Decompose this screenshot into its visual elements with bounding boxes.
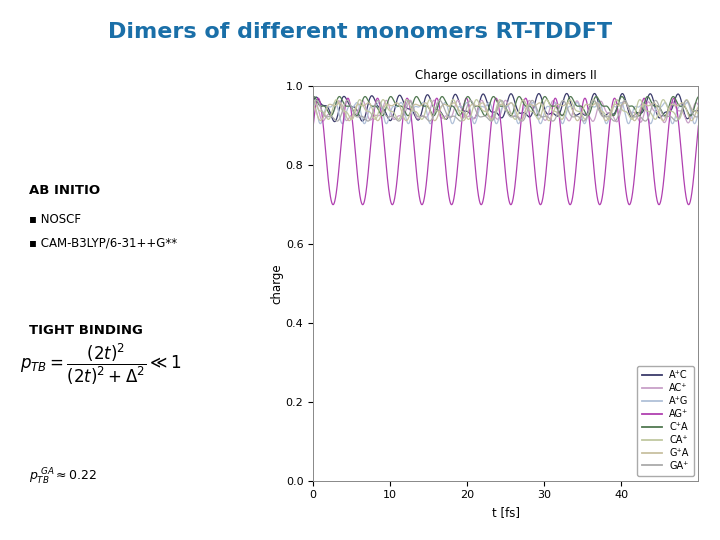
Line: CA⁺: CA⁺ bbox=[313, 99, 698, 119]
GA⁺ bbox=[379, 107, 387, 113]
A⁺C bbox=[540, 105, 549, 111]
AC⁺ bbox=[684, 120, 693, 126]
Text: TIGHT BINDING: TIGHT BINDING bbox=[29, 324, 143, 337]
AG⁺ bbox=[456, 133, 464, 139]
CA⁺ bbox=[596, 108, 605, 114]
AC⁺ bbox=[559, 111, 568, 118]
Line: AC⁺: AC⁺ bbox=[313, 100, 698, 123]
A⁺G bbox=[596, 101, 605, 107]
GA⁺ bbox=[559, 98, 568, 104]
AC⁺ bbox=[379, 104, 387, 110]
Title: Charge oscillations in dimers II: Charge oscillations in dimers II bbox=[415, 70, 597, 83]
G⁺A bbox=[379, 106, 387, 112]
C⁺A bbox=[694, 93, 703, 100]
GA⁺ bbox=[694, 113, 703, 120]
A⁺G bbox=[540, 110, 549, 116]
A⁺G bbox=[353, 99, 361, 106]
AG⁺ bbox=[596, 200, 605, 207]
A⁺G bbox=[690, 120, 699, 127]
AG⁺ bbox=[507, 201, 516, 208]
G⁺A bbox=[456, 113, 465, 120]
GA⁺ bbox=[456, 118, 465, 124]
AG⁺ bbox=[694, 123, 703, 129]
CA⁺ bbox=[309, 97, 318, 103]
C⁺A bbox=[596, 100, 605, 107]
G⁺A bbox=[345, 117, 354, 124]
C⁺A bbox=[335, 93, 343, 100]
C⁺A bbox=[379, 112, 387, 118]
A⁺G bbox=[626, 118, 634, 125]
AG⁺ bbox=[309, 123, 318, 129]
C⁺A bbox=[626, 103, 634, 110]
A⁺G bbox=[379, 112, 387, 118]
AC⁺ bbox=[456, 102, 465, 109]
Text: AB INITIO: AB INITIO bbox=[29, 184, 100, 197]
Y-axis label: charge: charge bbox=[270, 263, 283, 304]
G⁺A bbox=[540, 108, 549, 114]
AG⁺ bbox=[559, 160, 568, 167]
A⁺C bbox=[309, 99, 318, 105]
A⁺G bbox=[309, 99, 318, 106]
CA⁺ bbox=[379, 97, 387, 103]
AC⁺ bbox=[454, 97, 462, 104]
CA⁺ bbox=[694, 111, 703, 118]
CA⁺ bbox=[456, 108, 464, 114]
AC⁺ bbox=[626, 108, 634, 114]
A⁺C bbox=[626, 112, 634, 119]
GA⁺ bbox=[309, 103, 318, 109]
GA⁺ bbox=[596, 111, 605, 118]
CA⁺ bbox=[559, 113, 568, 120]
GA⁺ bbox=[374, 97, 382, 104]
C⁺A bbox=[309, 93, 318, 100]
A⁺C bbox=[596, 108, 605, 114]
AG⁺ bbox=[540, 185, 549, 192]
CA⁺ bbox=[464, 116, 473, 123]
Text: ▪ CAM-B3LYP/6-31++G**: ▪ CAM-B3LYP/6-31++G** bbox=[29, 237, 177, 249]
G⁺A bbox=[559, 102, 568, 109]
AG⁺ bbox=[670, 95, 678, 102]
AG⁺ bbox=[626, 201, 634, 207]
Text: $p_{TB}^{\ GA} \approx 0.22$: $p_{TB}^{\ GA} \approx 0.22$ bbox=[29, 467, 96, 487]
G⁺A bbox=[621, 99, 629, 106]
A⁺C bbox=[562, 90, 571, 97]
Text: $p_{TB} = \dfrac{(2t)^2}{(2t)^2 + \Delta^2} \ll 1$: $p_{TB} = \dfrac{(2t)^2}{(2t)^2 + \Delta… bbox=[20, 341, 182, 387]
Text: Dimers of different monomers RT-TDDFT: Dimers of different monomers RT-TDDFT bbox=[108, 22, 612, 42]
Line: GA⁺: GA⁺ bbox=[313, 100, 698, 121]
G⁺A bbox=[694, 103, 703, 110]
A⁺C bbox=[330, 118, 339, 125]
GA⁺ bbox=[540, 113, 549, 120]
Line: G⁺A: G⁺A bbox=[313, 103, 698, 120]
A⁺C bbox=[379, 105, 387, 112]
AG⁺ bbox=[379, 129, 387, 136]
A⁺G bbox=[694, 110, 703, 116]
GA⁺ bbox=[626, 107, 634, 114]
CA⁺ bbox=[540, 100, 549, 106]
A⁺C bbox=[694, 107, 703, 113]
AC⁺ bbox=[596, 98, 605, 104]
C⁺A bbox=[456, 112, 465, 118]
A⁺G bbox=[559, 119, 568, 125]
G⁺A bbox=[596, 106, 605, 112]
A⁺C bbox=[456, 103, 465, 109]
G⁺A bbox=[626, 109, 634, 115]
Line: C⁺A: C⁺A bbox=[313, 97, 698, 116]
AC⁺ bbox=[309, 100, 318, 106]
A⁺G bbox=[456, 103, 465, 110]
AC⁺ bbox=[540, 117, 549, 123]
CA⁺ bbox=[495, 96, 504, 103]
AC⁺ bbox=[694, 102, 703, 109]
Line: A⁺C: A⁺C bbox=[313, 93, 698, 122]
Line: A⁺G: A⁺G bbox=[313, 103, 698, 124]
GA⁺ bbox=[364, 118, 372, 124]
Legend: A⁺C, AC⁺, A⁺G, AG⁺, C⁺A, CA⁺, G⁺A, GA⁺: A⁺C, AC⁺, A⁺G, AG⁺, C⁺A, CA⁺, G⁺A, GA⁺ bbox=[637, 366, 693, 476]
C⁺A bbox=[540, 93, 549, 100]
CA⁺ bbox=[626, 114, 634, 120]
Text: ▪ NOSCF: ▪ NOSCF bbox=[29, 213, 81, 226]
Line: AG⁺: AG⁺ bbox=[313, 98, 698, 205]
C⁺A bbox=[609, 112, 618, 119]
A⁺C bbox=[559, 96, 568, 103]
G⁺A bbox=[309, 101, 318, 107]
X-axis label: t [fs]: t [fs] bbox=[492, 506, 520, 519]
C⁺A bbox=[559, 111, 568, 117]
